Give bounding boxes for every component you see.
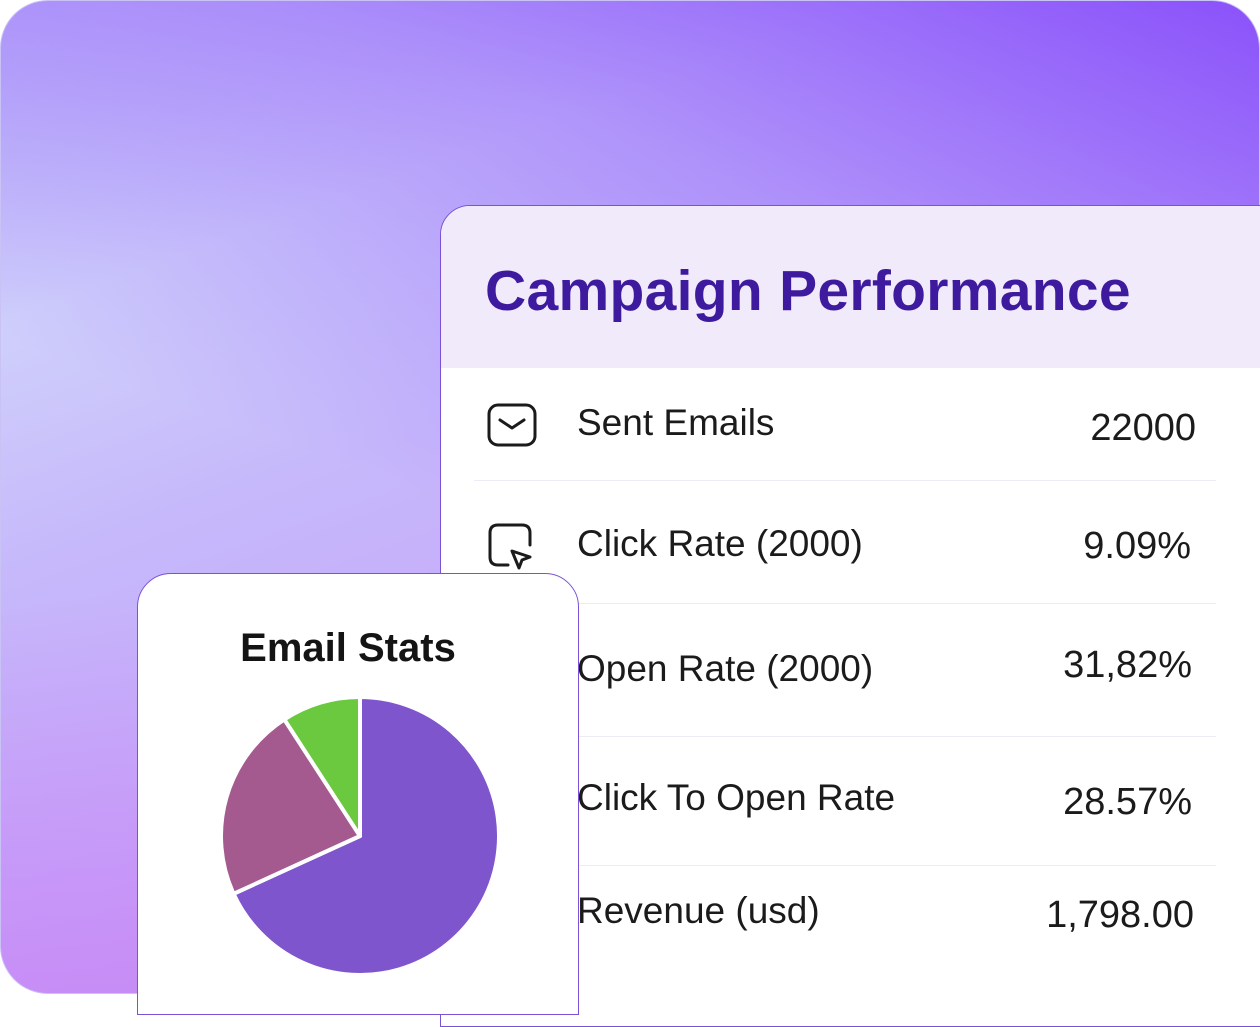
panel-header: Campaign Performance <box>441 206 1260 368</box>
metric-label: Click To Open Rate <box>577 777 896 818</box>
pie-slice-unopened <box>231 695 501 977</box>
pie-slice-clicked <box>282 695 362 838</box>
metric-value: 22000 <box>1090 407 1196 449</box>
email-stats-card: Email Stats <box>137 573 579 1015</box>
metric-row-sent-emails: Sent Emails 22000 <box>474 370 1216 481</box>
pie-slice-opened <box>219 717 362 896</box>
metric-label: Sent Emails <box>577 402 775 443</box>
metric-row-revenue: Revenue (usd) 1,798.00 <box>474 866 1216 996</box>
click-cursor-icon <box>488 523 532 570</box>
mail-icon <box>487 403 537 447</box>
metric-row-click-to-open-rate: Click To Open Rate 28.57% <box>474 737 1216 866</box>
metric-value: 31,82% <box>1063 644 1192 686</box>
email-stats-pie-chart <box>219 695 501 977</box>
metric-label: Open Rate (2000) <box>577 648 874 689</box>
metric-row-click-rate: Click Rate (2000) 9.09% <box>474 481 1216 604</box>
metric-value: 1,798.00 <box>1046 894 1194 936</box>
metric-label: Click Rate (2000) <box>577 523 863 564</box>
metric-label: Revenue (usd) <box>577 890 820 931</box>
metric-value: 28.57% <box>1063 781 1192 823</box>
metric-value: 9.09% <box>1083 525 1191 567</box>
panel-title: Campaign Performance <box>485 259 1131 323</box>
email-stats-title: Email Stats <box>240 626 456 670</box>
metric-row-open-rate: Open Rate (2000) 31,82% <box>474 604 1216 737</box>
